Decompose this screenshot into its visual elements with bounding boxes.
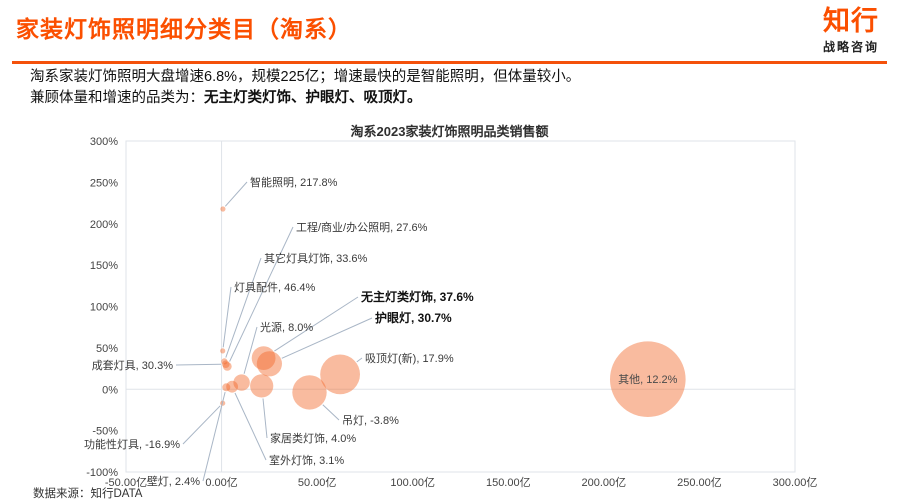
chart-title: 淘系2023家装灯饰照明品类销售额: [350, 124, 549, 139]
bubble-护眼灯: [256, 351, 282, 377]
logo-main: 知行: [823, 6, 879, 36]
summary-line2: 兼顾体量和增速的品类为：无主灯类灯饰、护眼灯、吸顶灯。: [30, 88, 580, 109]
bubble-其他: [610, 341, 686, 418]
leader-line: [229, 226, 294, 362]
brand-logo: 知行 战略咨询: [823, 6, 879, 55]
y-axis-tick-label: 200%: [90, 219, 118, 231]
leader-line: [222, 286, 232, 348]
y-axis-tick-label: 150%: [90, 260, 118, 272]
x-axis-tick-label: 50.00亿: [298, 476, 337, 489]
bubble-label: 工程/商业/办公照明, 27.6%: [296, 220, 428, 234]
bubble-灯具配件: [220, 348, 226, 354]
bubble-label: 无主灯类灯饰, 37.6%: [360, 289, 474, 304]
y-axis-tick-label: 300%: [90, 136, 118, 148]
x-axis-tick-label: 0.00亿: [205, 476, 237, 489]
leader-line: [234, 392, 267, 461]
bubble-吸顶灯(新): [320, 354, 360, 395]
bubble-成套灯具: [222, 360, 230, 369]
bubble-智能照明: [220, 206, 226, 212]
leader-line: [224, 181, 248, 207]
leader-line: [262, 398, 268, 439]
leader-line: [182, 405, 221, 445]
bubble-无主灯类灯饰: [251, 346, 276, 370]
bubble-家居类灯饰: [250, 374, 274, 398]
page-title: 家装灯饰照明细分类目（淘系）: [16, 16, 352, 42]
bubble-label: 室外灯饰, 3.1%: [269, 453, 344, 467]
bubble-光源: [233, 374, 250, 391]
y-axis-tick-label: 0%: [102, 384, 118, 396]
leader-line: [202, 391, 226, 482]
bubble-label: 成套灯具, 30.3%: [92, 359, 174, 372]
bubble-label: 智能照明, 217.8%: [250, 175, 338, 189]
bubble-label: 吊灯, -3.8%: [342, 414, 399, 427]
leader-line: [281, 317, 373, 359]
leader-line: [225, 257, 262, 358]
bubble-壁灯: [222, 383, 231, 392]
leader-line: [322, 404, 340, 421]
x-axis-tick-label: 150.00亿: [486, 476, 531, 489]
bubble-label: 其它灯具灯饰, 33.6%: [264, 251, 368, 265]
header-divider: [12, 61, 887, 64]
x-axis-tick-label: -50.00亿: [105, 476, 147, 489]
bubble-label: 灯具配件, 46.4%: [234, 281, 316, 294]
x-axis-tick-label: 100.00亿: [390, 476, 435, 489]
summary-line1: 淘系家装灯饰照明大盘增速6.8%，规模225亿；增速最快的是智能照明，但体量较小…: [30, 69, 581, 85]
leader-line: [356, 357, 363, 363]
logo-sub: 战略咨询: [822, 40, 879, 55]
y-axis-tick-label: -50%: [92, 426, 118, 438]
summary-line2-prefix: 兼顾体量和增速的品类为：: [30, 90, 204, 106]
bubble-inside-label: 其他, 12.2%: [618, 373, 678, 386]
leader-line: [274, 296, 359, 352]
bubble-吊灯: [292, 375, 327, 410]
x-axis-tick-label: 250.00亿: [677, 476, 722, 489]
bubble-工程/商业/办公照明: [222, 362, 232, 371]
bubble-label: 家居类灯饰, 4.0%: [270, 431, 356, 445]
x-axis-tick-label: 300.00亿: [773, 476, 818, 489]
bubble-label: 吸顶灯(新), 17.9%: [365, 351, 454, 365]
bubble-label: 护眼灯, 30.7%: [375, 310, 452, 325]
x-axis-tick-label: 200.00亿: [582, 476, 627, 489]
y-axis-tick-label: 50%: [96, 343, 118, 355]
y-axis-tick-label: 250%: [90, 177, 118, 189]
bubble-label: 光源, 8.0%: [260, 320, 313, 334]
bubble-室外灯饰: [226, 380, 239, 393]
leader-line: [175, 363, 222, 366]
plot-border: [125, 140, 796, 473]
y-axis-tick-label: -100%: [86, 467, 118, 479]
source-note: 数据来源：知行DATA: [33, 488, 143, 500]
y-axis-tick-label: 100%: [90, 302, 118, 314]
bubble-其它灯具灯饰: [221, 358, 228, 365]
bubble-label: 壁灯, 2.4%: [147, 474, 200, 488]
summary: 淘系家装灯饰照明大盘增速6.8%，规模225亿；增速最快的是智能照明，但体量较小…: [30, 67, 580, 109]
bubble-label: 功能性灯具, -16.9%: [84, 437, 180, 451]
leader-line: [243, 326, 258, 374]
summary-line2-bold: 无主灯类灯饰、护眼灯、吸顶灯。: [204, 90, 422, 106]
